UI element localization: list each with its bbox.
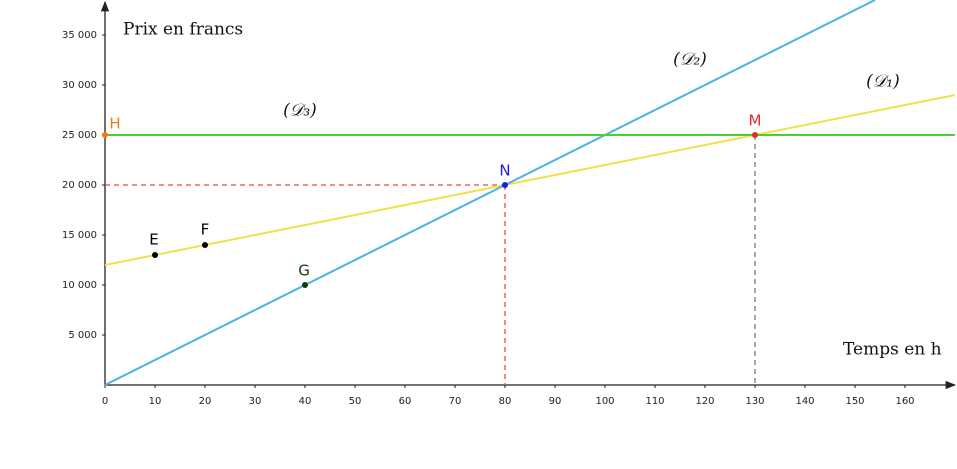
x-tick-label: 70	[449, 396, 462, 407]
y-tick-label: 15 000	[62, 230, 97, 241]
x-tick-label: 40	[299, 396, 312, 407]
point-label: N	[499, 162, 510, 180]
y-axis-title: Prix en francs	[123, 20, 243, 40]
y-tick-label: 25 000	[62, 130, 97, 141]
x-tick-label: 90	[549, 396, 562, 407]
line-label: (𝒟₂)	[673, 50, 707, 70]
x-tick-label: 130	[745, 396, 764, 407]
line-label: (𝒟₃)	[283, 101, 317, 121]
point	[302, 282, 308, 288]
x-tick-label: 80	[499, 396, 512, 407]
point	[102, 132, 108, 138]
x-tick-label: 0	[102, 396, 108, 407]
x-tick-label: 30	[249, 396, 262, 407]
x-tick-label: 150	[845, 396, 864, 407]
x-axis-title: Temps en h	[843, 340, 942, 360]
line-label: (𝒟₁)	[866, 72, 900, 92]
point-label: G	[298, 262, 310, 280]
point-label: H	[109, 115, 120, 133]
point	[502, 182, 508, 188]
x-tick-label: 160	[895, 396, 914, 407]
point	[752, 132, 758, 138]
point	[202, 242, 208, 248]
x-tick-label: 120	[695, 396, 714, 407]
point-label: E	[149, 231, 158, 249]
line	[104, 94, 956, 266]
x-tick-label: 20	[199, 396, 212, 407]
point-label: M	[749, 112, 762, 130]
line	[104, 0, 876, 386]
x-tick-label: 60	[399, 396, 412, 407]
y-tick-label: 20 000	[62, 180, 97, 191]
y-tick-label: 5 000	[68, 330, 97, 341]
y-tick-label: 30 000	[62, 80, 97, 91]
point	[152, 252, 158, 258]
x-tick-label: 110	[645, 396, 664, 407]
x-tick-label: 100	[595, 396, 614, 407]
y-tick-label: 10 000	[62, 280, 97, 291]
y-tick-label: 35 000	[62, 30, 97, 41]
x-tick-label: 10	[149, 396, 162, 407]
x-tick-label: 140	[795, 396, 814, 407]
x-tick-label: 50	[349, 396, 362, 407]
point-label: F	[201, 221, 210, 239]
